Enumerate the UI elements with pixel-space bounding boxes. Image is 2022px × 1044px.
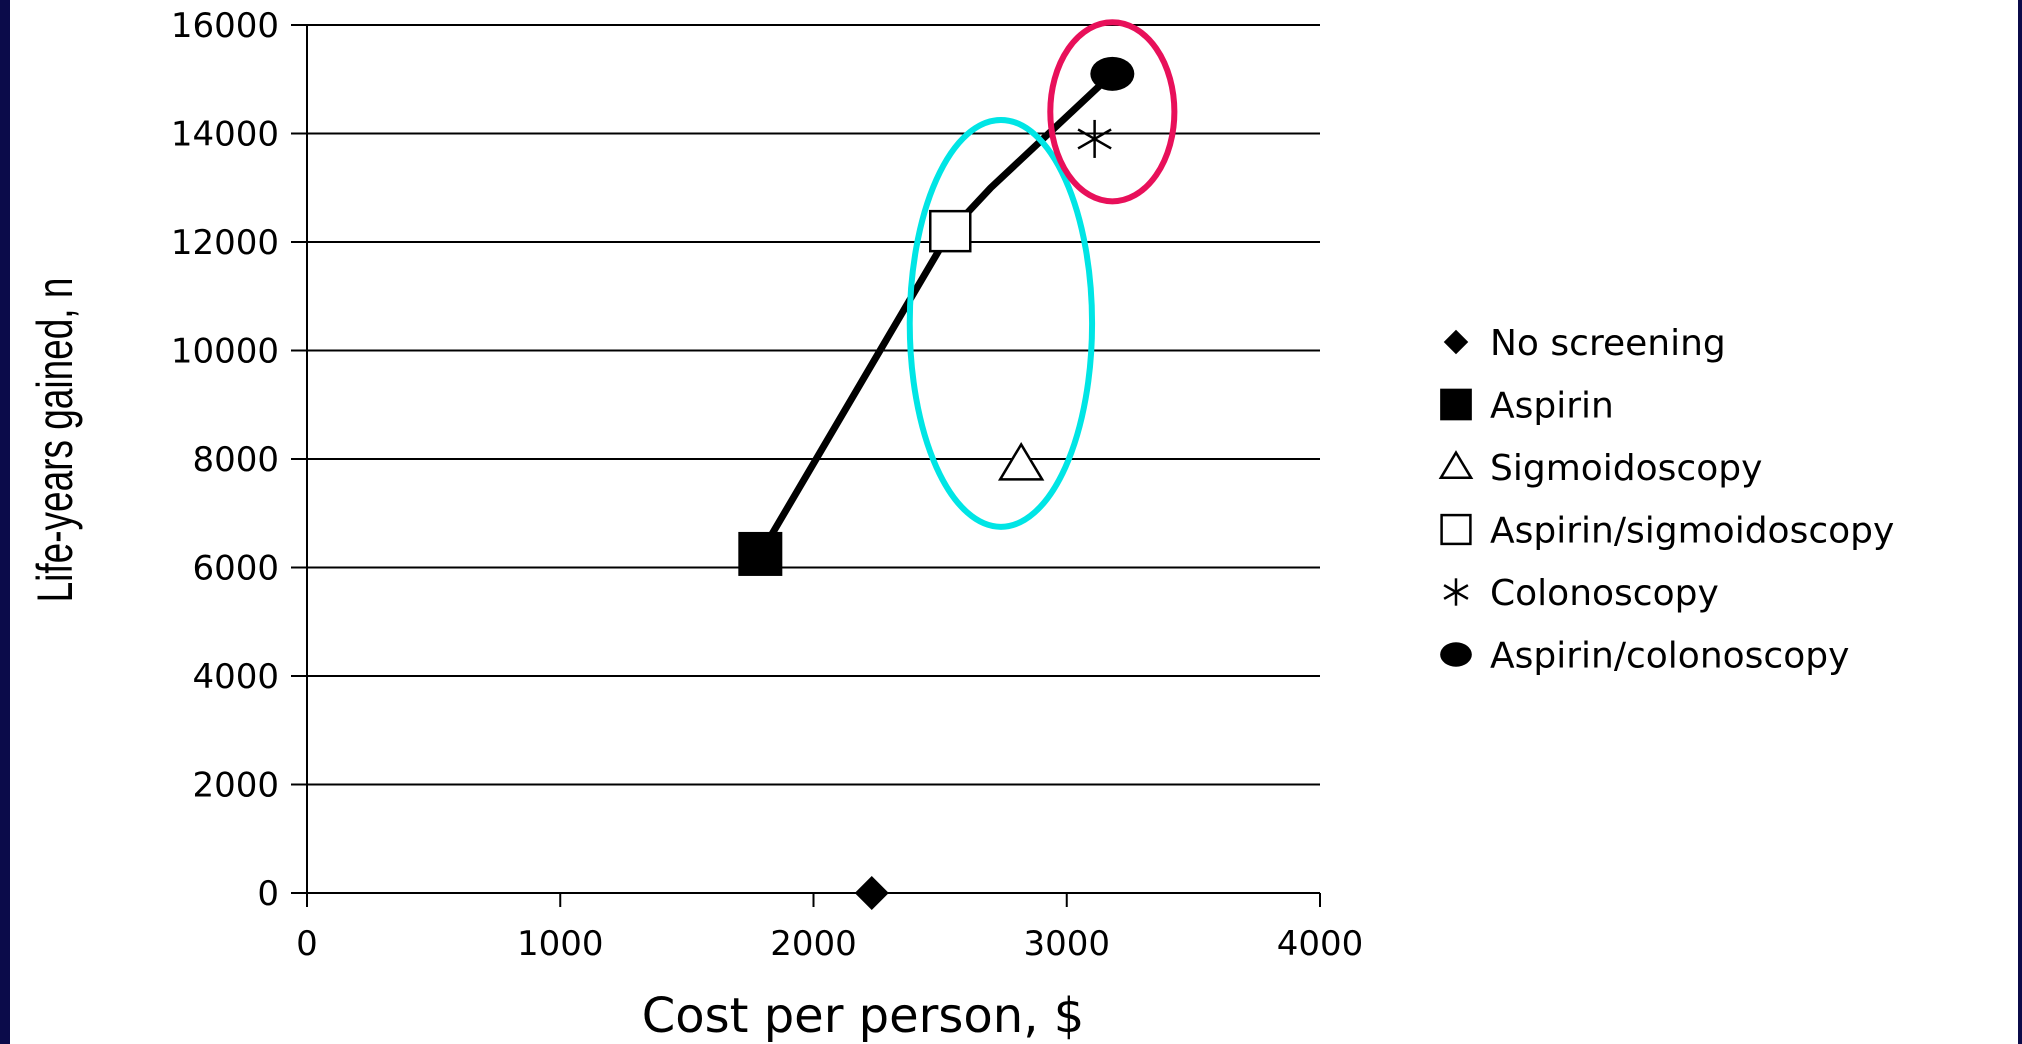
- x-tick-label-1000: 1000: [517, 924, 604, 964]
- point-aspirin: [738, 531, 783, 576]
- x-tick-label-2000: 2000: [770, 924, 857, 964]
- point-no-screening: [854, 876, 889, 910]
- legend-marker-no-screening: [1443, 329, 1469, 355]
- y-tick-label-10000: 10000: [171, 332, 279, 372]
- x-axis-title: Cost per person, $: [642, 988, 1085, 1044]
- x-tick-label-4000: 4000: [1277, 924, 1364, 964]
- point-sigmoidoscopy: [997, 441, 1045, 481]
- highlight-ellipses: [906, 19, 1178, 530]
- y-tick-label-4000: 4000: [192, 657, 279, 697]
- legend-label-sigmoidoscopy: Sigmoidoscopy: [1490, 448, 1762, 489]
- legend-label-no-screening: No screening: [1490, 323, 1726, 364]
- slide: 0 2000 4000 6000 8000 10000 12000 14000 16000 0 1…: [10, 0, 2018, 1044]
- legend-label-aspirin-colonoscopy: Aspirin/colonoscopy: [1490, 636, 1849, 677]
- legend-marker-aspirin: [1440, 388, 1472, 421]
- cost-effectiveness-chart: 0 2000 4000 6000 8000 10000 12000 14000 16000 0 1…: [28, 6, 1895, 1044]
- legend-label-colonoscopy: Colonoscopy: [1490, 573, 1719, 614]
- legend-marker-aspirin-sigmoidoscopy: [1440, 513, 1472, 546]
- x-tick-label-0: 0: [296, 924, 318, 964]
- highlight-ellipse-1: [906, 116, 1096, 530]
- y-tick-label-16000: 16000: [171, 6, 279, 46]
- legend-label-aspirin: Aspirin: [1490, 386, 1614, 427]
- y-tick-label-0: 0: [257, 874, 279, 914]
- legend-item-aspirin-colonoscopy: Aspirin/colonoscopy: [1440, 636, 1849, 677]
- y-tick-label-14000: 14000: [171, 115, 279, 155]
- point-aspirin-sigmoidoscopy: [929, 209, 972, 253]
- point-colonoscopy: [1077, 119, 1112, 158]
- legend-marker-aspirin-colonoscopy: [1440, 642, 1472, 667]
- x-tick-label-3000: 3000: [1023, 924, 1110, 964]
- legend: No screening Aspirin Sigmoidoscopy Aspirin/…: [1438, 323, 1894, 677]
- legend-item-aspirin-sigmoidoscopy: Aspirin/sigmoidoscopy: [1440, 511, 1894, 552]
- legend-item-colonoscopy: Colonoscopy: [1443, 573, 1719, 614]
- axes: [291, 24, 1321, 907]
- point-aspirin-colonoscopy: [1090, 56, 1135, 91]
- y-tick-label-2000: 2000: [192, 766, 279, 806]
- legend-label-aspirin-sigmoidoscopy: Aspirin/sigmoidoscopy: [1490, 511, 1894, 552]
- legend-marker-sigmoidoscopy: [1438, 450, 1474, 480]
- legend-item-no-screening: No screening: [1443, 323, 1726, 364]
- y-tick-labels: 0 2000 4000 6000 8000 10000 12000 14000 16000: [171, 6, 279, 914]
- y-tick-label-6000: 6000: [192, 549, 279, 589]
- y-tick-label-8000: 8000: [192, 440, 279, 480]
- legend-item-sigmoidoscopy: Sigmoidoscopy: [1438, 448, 1762, 489]
- highlight-ellipse-2: [1047, 19, 1178, 205]
- y-axis-title: Life-years gained, n: [28, 278, 84, 603]
- y-tick-label-12000: 12000: [171, 223, 279, 263]
- legend-marker-colonoscopy: [1443, 578, 1469, 606]
- x-tick-labels: 0 1000 2000 3000 4000: [296, 924, 1363, 964]
- data-points: [738, 56, 1135, 910]
- legend-item-aspirin: Aspirin: [1440, 386, 1614, 427]
